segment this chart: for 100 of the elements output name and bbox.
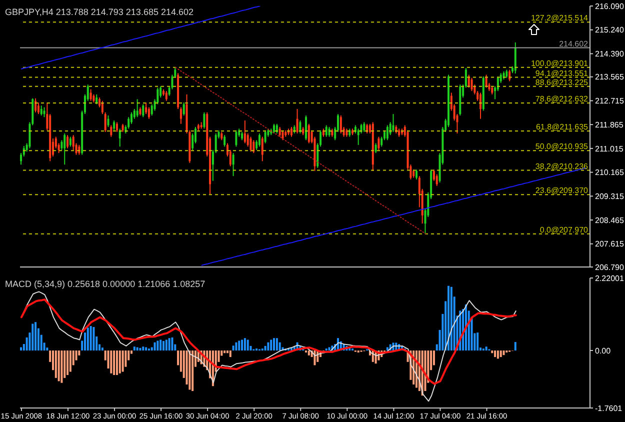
bar: [20, 347, 22, 351]
bar: [101, 348, 104, 351]
candlestick: [479, 92, 482, 120]
candlestick: [130, 112, 133, 124]
bar: [485, 346, 488, 351]
ref-line-label: 38.2@210.236: [535, 162, 589, 171]
bar: [54, 350, 57, 378]
y-tick-label: 210.165: [595, 168, 624, 178]
bar: [58, 350, 60, 382]
ref-line-label: 94.1@213.551: [535, 68, 589, 78]
bar: [328, 347, 330, 351]
bar: [276, 338, 278, 351]
candlestick: [374, 142, 377, 154]
candlestick: [514, 42, 516, 74]
candlestick: [69, 136, 72, 148]
candlestick: [363, 122, 366, 133]
bar: [90, 326, 92, 351]
candlestick: [305, 114, 307, 141]
bar: [450, 286, 452, 351]
bar: [145, 347, 148, 351]
y-tick-label: 209.315: [595, 192, 624, 201]
bar: [118, 350, 121, 374]
y-tick-label: -1.7601: [595, 404, 623, 413]
candlestick: [416, 169, 418, 180]
bar: [116, 350, 118, 376]
bar: [229, 350, 232, 358]
candlestick: [386, 124, 388, 141]
ref-line-label: 23.6@209.370: [535, 186, 589, 196]
ref-line-label: 0.0@207.970: [540, 225, 589, 234]
candlestick: [145, 102, 148, 115]
bar: [188, 350, 191, 390]
bar: [165, 340, 168, 351]
candlestick: [232, 152, 234, 177]
bar: [171, 337, 174, 351]
ref-line-label: 100.0@213.901: [530, 58, 589, 68]
chart-title: MACD (5,34,9) 0.25618 0.00000 1.21066 1.08257: [5, 279, 206, 289]
candlestick: [110, 124, 112, 138]
bar: [232, 346, 234, 351]
candlestick: [182, 102, 185, 116]
bar: [133, 346, 136, 351]
candlestick: [37, 102, 40, 115]
bar: [502, 350, 505, 356]
bar: [264, 346, 266, 351]
candlestick: [296, 108, 298, 134]
bar: [224, 350, 226, 354]
line-series: [175, 66, 426, 234]
bar: [235, 342, 238, 351]
bar: [160, 340, 162, 351]
candlestick: [436, 174, 438, 186]
y-tick-label: 206.790: [595, 262, 624, 272]
candlestick: [250, 136, 252, 152]
candlestick: [136, 98, 138, 118]
y-tick-label: 211.015: [595, 144, 624, 154]
ref-line-label: 78.6@212.632: [535, 94, 589, 104]
candlestick: [180, 106, 182, 124]
y-tick-label: 216.090: [595, 2, 624, 11]
y-tick-label: 2.22001: [595, 274, 624, 283]
candlestick: [101, 100, 104, 115]
ref-line-label: 88.6@213.225: [535, 78, 589, 87]
ref-line-label: 61.8@211.635: [536, 122, 589, 132]
candlestick: [107, 114, 110, 128]
bar: [244, 338, 246, 351]
y-tick-label: 214.390: [595, 50, 624, 59]
candlestick: [273, 123, 276, 134]
bar: [241, 340, 244, 351]
bar: [110, 350, 112, 374]
y-tick-label: 211.865: [595, 120, 624, 130]
ref-line-label: 50.0@210.935: [535, 142, 589, 152]
bar: [494, 350, 496, 358]
bar: [162, 341, 164, 351]
candlestick: [104, 112, 106, 133]
candlestick: [282, 130, 284, 141]
candlestick: [258, 132, 260, 148]
candlestick: [72, 134, 74, 150]
bar: [92, 326, 95, 351]
candlestick: [235, 130, 238, 148]
bar: [60, 350, 63, 383]
candlestick: [43, 106, 46, 118]
candlestick: [244, 120, 246, 144]
bar: [386, 347, 388, 351]
chart-title: GBPJPY,H4 213.788 214.793 213.685 214.602: [5, 7, 194, 17]
bar: [34, 322, 37, 351]
line-series: [20, 298, 517, 385]
y-tick-label: 0.00: [595, 346, 612, 356]
bar: [154, 342, 156, 351]
candlestick: [340, 114, 342, 134]
candlestick: [392, 114, 394, 133]
bar: [69, 350, 72, 372]
bar: [500, 350, 502, 358]
bar: [476, 332, 479, 351]
ref-line-label: 127.2@215.514: [530, 14, 589, 23]
candlestick: [470, 77, 473, 92]
candlestick: [90, 88, 92, 102]
bar: [156, 340, 159, 351]
bar: [308, 350, 310, 356]
bar: [491, 350, 494, 354]
bar: [246, 340, 249, 351]
candlestick: [142, 104, 144, 118]
candlestick: [165, 90, 168, 102]
bar: [514, 342, 516, 351]
